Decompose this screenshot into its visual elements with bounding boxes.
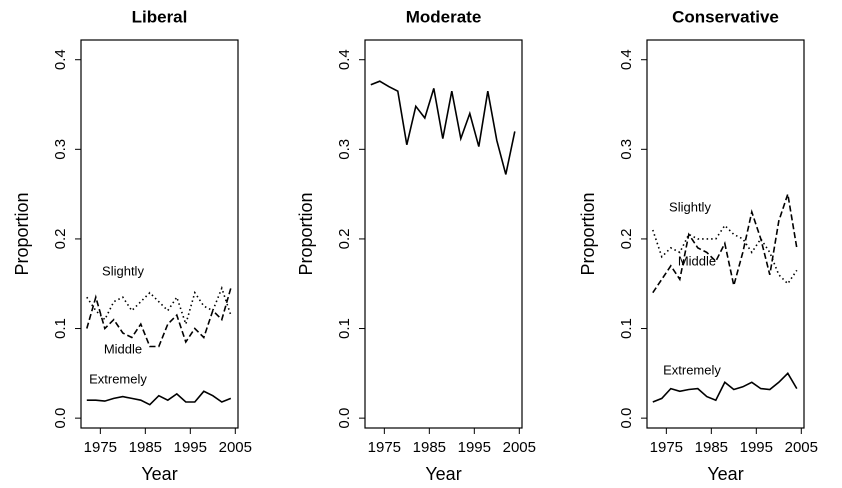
x-tick-label: 2005 xyxy=(503,439,536,456)
y-tick-label: 0.0 xyxy=(52,408,69,429)
plot-frame xyxy=(364,39,523,429)
line xyxy=(652,372,798,403)
series-label: Middle xyxy=(104,341,142,356)
x-tick-label: 1995 xyxy=(458,439,491,456)
line xyxy=(370,80,516,175)
x-tick-label: 2005 xyxy=(785,439,818,456)
y-axis-label: Proportion xyxy=(578,192,598,275)
y-tick-label: 0.0 xyxy=(618,408,635,429)
y-tick-label: 0.4 xyxy=(336,49,353,70)
series-label: Slightly xyxy=(102,263,144,278)
x-axis-label: Year xyxy=(425,464,461,484)
x-tick-label: 1995 xyxy=(174,439,207,456)
y-axis-label: Proportion xyxy=(296,192,316,275)
y-tick-label: 0.3 xyxy=(52,139,69,160)
plot-frame xyxy=(80,39,239,429)
y-axis-label: Proportion xyxy=(12,192,32,275)
x-tick-label: 1985 xyxy=(413,439,446,456)
panel-title: Conservative xyxy=(672,7,779,26)
series-label: Extremely xyxy=(89,371,147,386)
x-tick-label: 1995 xyxy=(740,439,773,456)
x-tick-label: 1975 xyxy=(650,439,683,456)
line xyxy=(86,390,232,406)
panel-title: Moderate xyxy=(406,7,482,26)
y-tick-label: 0.2 xyxy=(52,228,69,249)
x-tick-label: 1975 xyxy=(84,439,117,456)
y-tick-label: 0.1 xyxy=(618,318,635,339)
y-tick-label: 0.3 xyxy=(618,139,635,160)
line xyxy=(652,224,798,285)
series-label: Middle xyxy=(678,253,716,268)
line xyxy=(86,287,232,348)
y-tick-label: 0.1 xyxy=(52,318,69,339)
series-label: Slightly xyxy=(669,199,711,214)
plot-frame xyxy=(646,39,805,429)
line xyxy=(86,285,232,327)
x-axis-label: Year xyxy=(141,464,177,484)
line xyxy=(652,193,798,294)
x-tick-label: 1985 xyxy=(129,439,162,456)
x-tick-label: 2005 xyxy=(219,439,252,456)
y-tick-label: 0.2 xyxy=(336,228,353,249)
y-tick-label: 0.2 xyxy=(618,228,635,249)
y-tick-label: 0.4 xyxy=(52,49,69,70)
y-tick-label: 0.1 xyxy=(336,318,353,339)
y-tick-label: 0.3 xyxy=(336,139,353,160)
x-tick-label: 1975 xyxy=(368,439,401,456)
panel-title: Liberal xyxy=(132,7,188,26)
x-axis-label: Year xyxy=(707,464,743,484)
series-label: Extremely xyxy=(663,362,721,377)
x-tick-label: 1985 xyxy=(695,439,728,456)
y-tick-label: 0.0 xyxy=(336,408,353,429)
y-tick-label: 0.4 xyxy=(618,49,635,70)
